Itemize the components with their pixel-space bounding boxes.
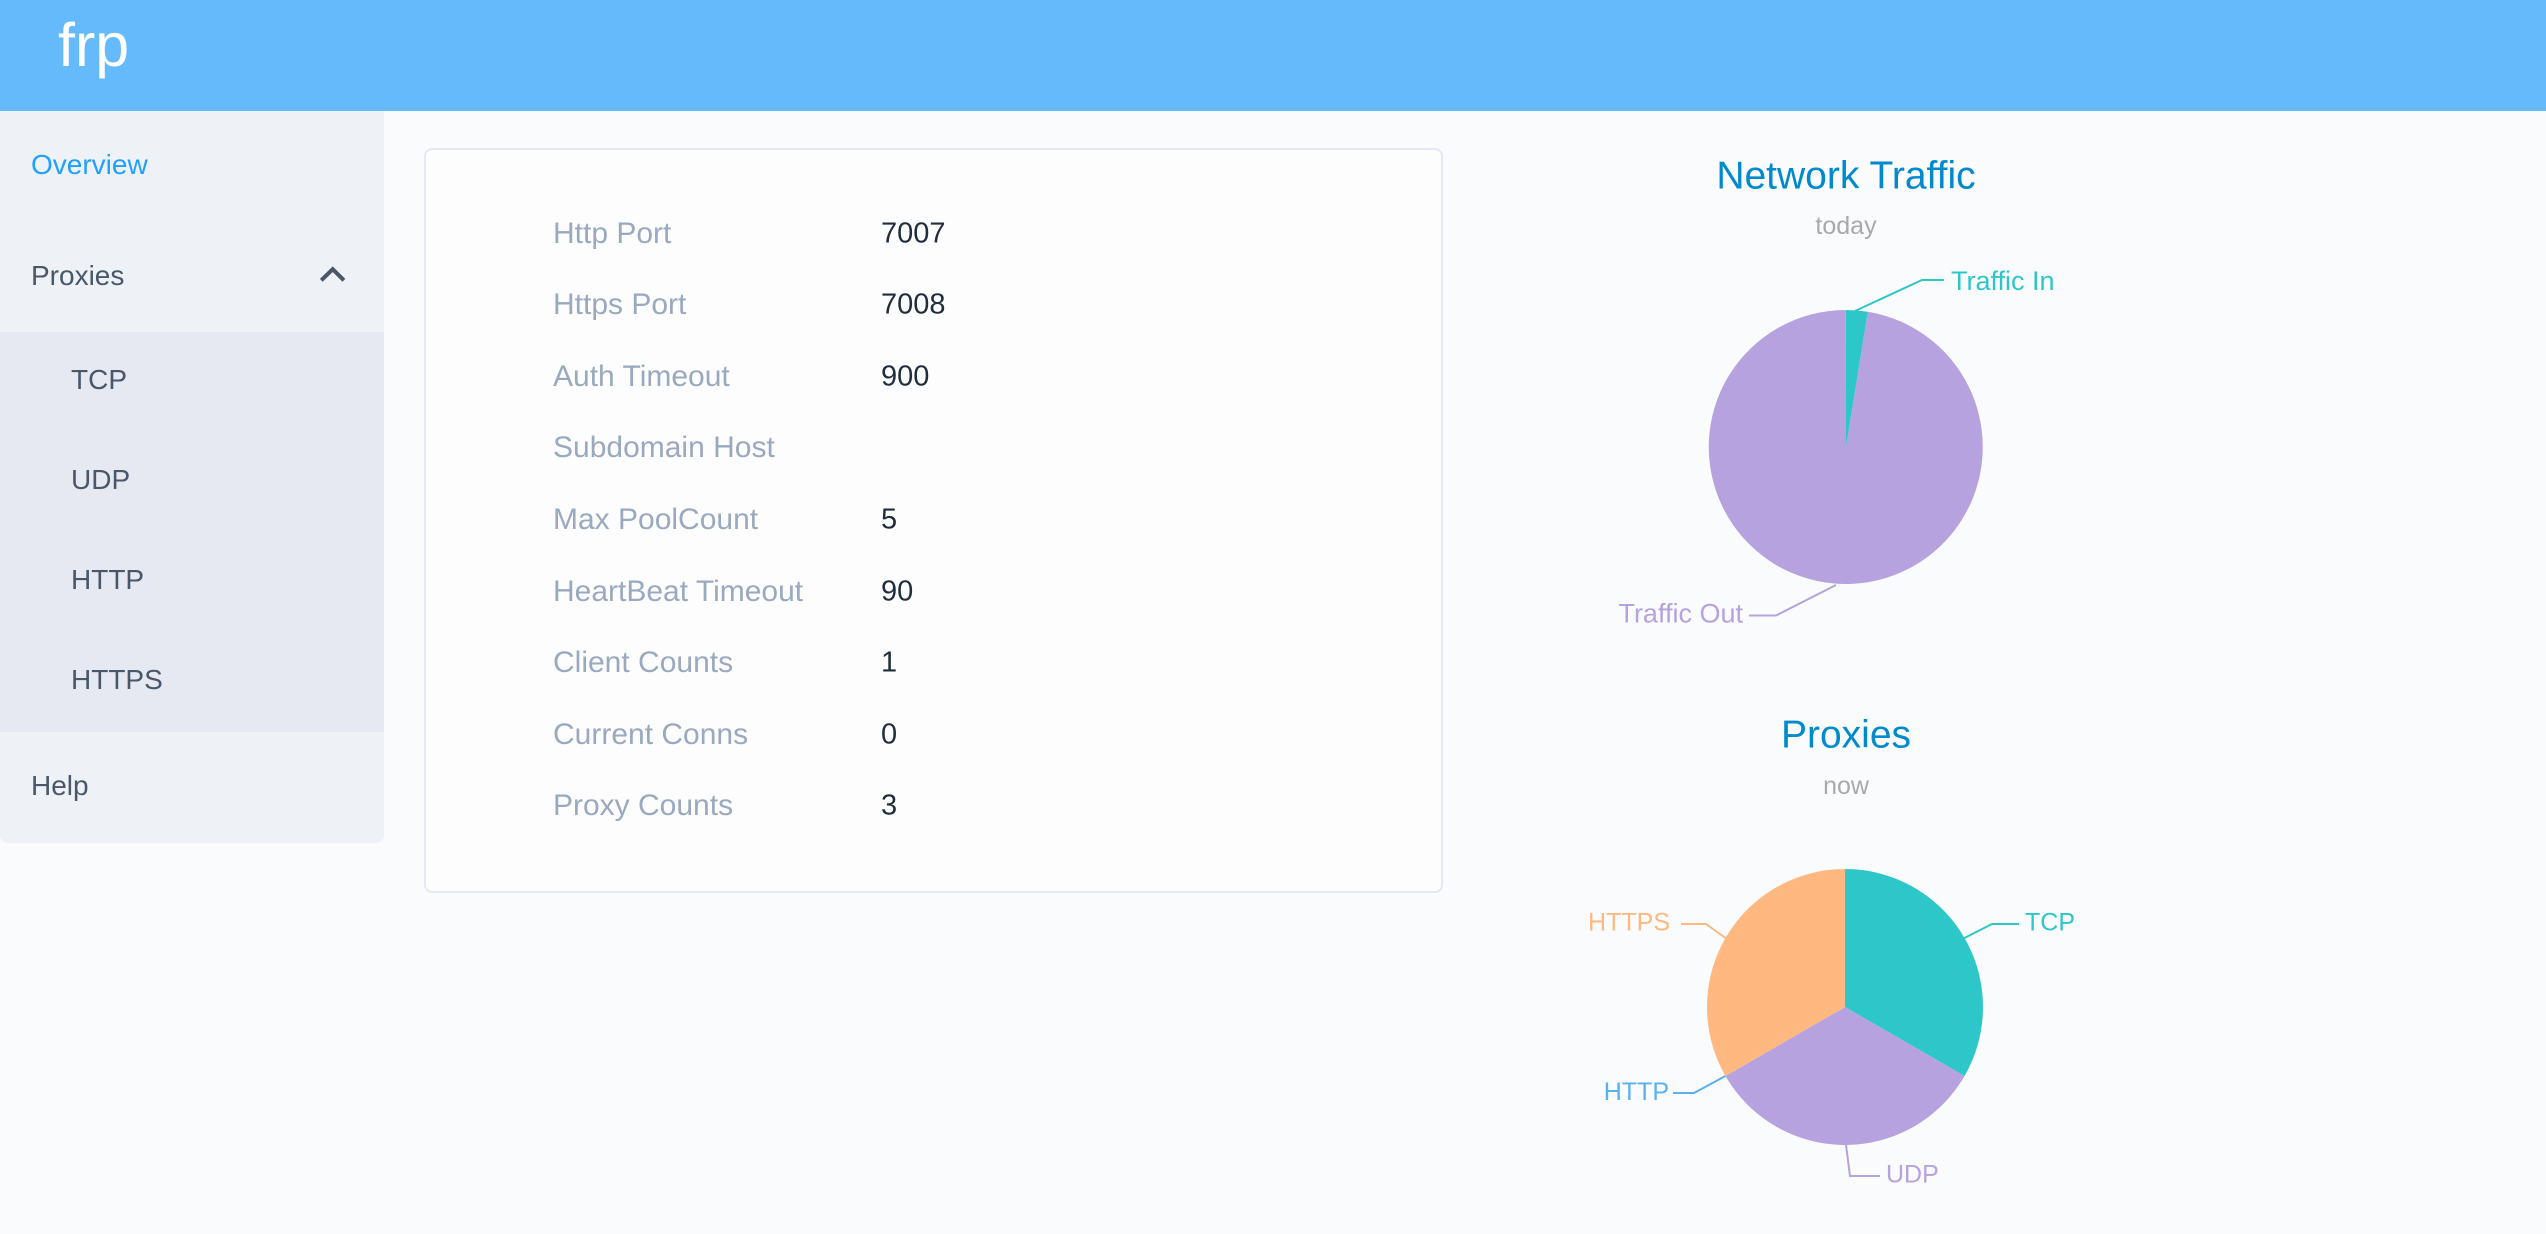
svg-text:Network Traffic: Network Traffic <box>1716 155 1975 198</box>
svg-text:Traffic Out: Traffic Out <box>1618 599 1743 629</box>
svg-text:now: now <box>1823 772 1870 800</box>
svg-text:HTTPS: HTTPS <box>1588 909 1670 937</box>
svg-text:TCP: TCP <box>2025 909 2075 937</box>
svg-text:Proxies: Proxies <box>1781 714 1911 757</box>
svg-text:HTTP: HTTP <box>1604 1078 1669 1106</box>
svg-text:UDP: UDP <box>1886 1161 1939 1189</box>
svg-text:today: today <box>1815 212 1877 240</box>
svg-text:Traffic In: Traffic In <box>1951 266 2055 296</box>
